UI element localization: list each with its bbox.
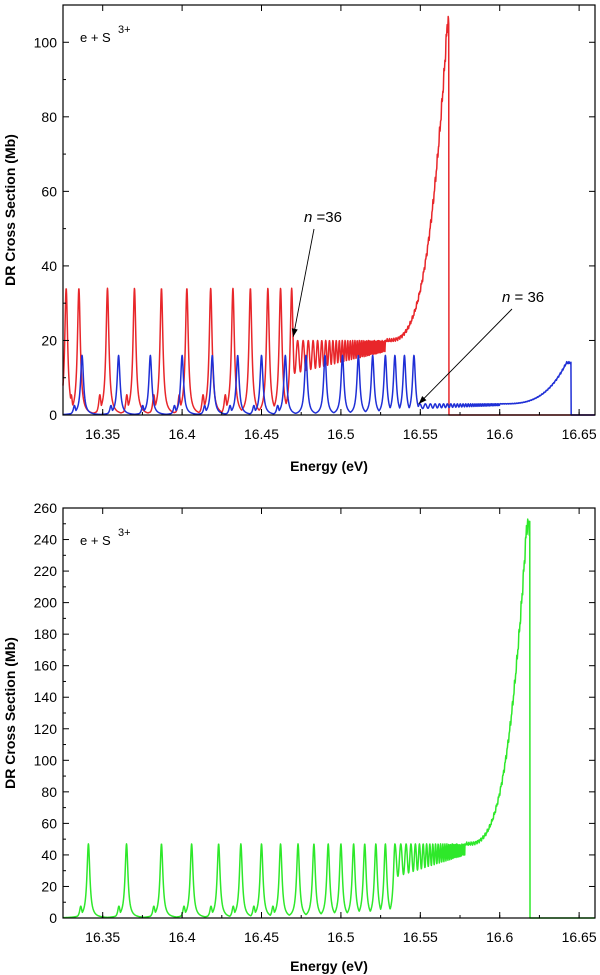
annotation-arrowhead bbox=[291, 328, 298, 337]
x-axis-title: Energy (eV) bbox=[290, 958, 368, 974]
x-tick-label: 16.65 bbox=[562, 929, 597, 945]
y-tick-label: 100 bbox=[34, 34, 58, 50]
annotation-arrow-line bbox=[418, 308, 513, 405]
x-tick-label: 16.65 bbox=[562, 426, 597, 442]
x-tick-label: 16.35 bbox=[85, 426, 120, 442]
y-tick-label: 80 bbox=[41, 109, 57, 125]
bottom-chart-panel: 16.35 16.4 16.45 16.5 16.55 16.6 16.65 0 20 40 60 8… bbox=[2, 500, 597, 974]
y-axis-title: DR Cross Section (Mb) bbox=[2, 637, 18, 789]
y-tick-label: 60 bbox=[41, 183, 57, 199]
y-tick-label: 100 bbox=[34, 752, 58, 768]
y-tick-label: 200 bbox=[34, 595, 58, 611]
y-tick-label: 80 bbox=[41, 784, 57, 800]
annotation-arrowhead bbox=[418, 396, 427, 404]
y-tick-label: 40 bbox=[41, 258, 57, 274]
y-axis-title: DR Cross Section (Mb) bbox=[2, 134, 18, 286]
x-tick-label: 16.45 bbox=[244, 426, 279, 442]
x-tick-label: 16.4 bbox=[168, 929, 195, 945]
x-tick-label: 16.5 bbox=[327, 426, 354, 442]
legend-label: e + S bbox=[80, 30, 111, 45]
x-axis-title: Energy (eV) bbox=[290, 458, 368, 474]
y-tick-label: 240 bbox=[34, 532, 58, 548]
y-tick-label: 140 bbox=[34, 689, 58, 705]
x-tick-label: 16.5 bbox=[327, 929, 354, 945]
x-tick-label: 16.6 bbox=[486, 929, 513, 945]
annotation-arrow-line bbox=[292, 228, 315, 337]
y-tick-label: 0 bbox=[49, 910, 57, 926]
y-tick-label: 120 bbox=[34, 721, 58, 737]
x-tick-label: 16.55 bbox=[403, 929, 438, 945]
y-tick-label: 40 bbox=[41, 847, 57, 863]
legend-superscript: 3+ bbox=[118, 24, 131, 36]
x-tick-label: 16.6 bbox=[486, 426, 513, 442]
x-tick-label: 16.45 bbox=[244, 929, 279, 945]
y-tick-label: 160 bbox=[34, 658, 58, 674]
series-blue-line bbox=[62, 354, 596, 416]
legend-superscript: 3+ bbox=[118, 527, 131, 539]
y-tick-label: 20 bbox=[41, 332, 57, 348]
x-tick-label: 16.4 bbox=[168, 426, 195, 442]
y-tick-label: 220 bbox=[34, 563, 58, 579]
y-tick-label: 260 bbox=[34, 500, 58, 516]
legend-label: e + S bbox=[80, 533, 111, 548]
annotation-label: n =36 bbox=[304, 209, 342, 226]
y-tick-label: 20 bbox=[41, 878, 57, 894]
plot-frame bbox=[62, 4, 596, 416]
x-tick-label: 16.55 bbox=[403, 426, 438, 442]
annotation-label: n = 36 bbox=[502, 289, 544, 306]
y-tick-label: 180 bbox=[34, 626, 58, 642]
x-tick-label: 16.35 bbox=[85, 929, 120, 945]
top-chart-panel: 16.35 16.4 16.45 16.5 16.55 16.6 16.65 0 20 40 60 8… bbox=[2, 4, 597, 474]
y-tick-label: 60 bbox=[41, 815, 57, 831]
y-tick-label: 0 bbox=[49, 407, 57, 423]
series-green-line bbox=[62, 518, 596, 919]
